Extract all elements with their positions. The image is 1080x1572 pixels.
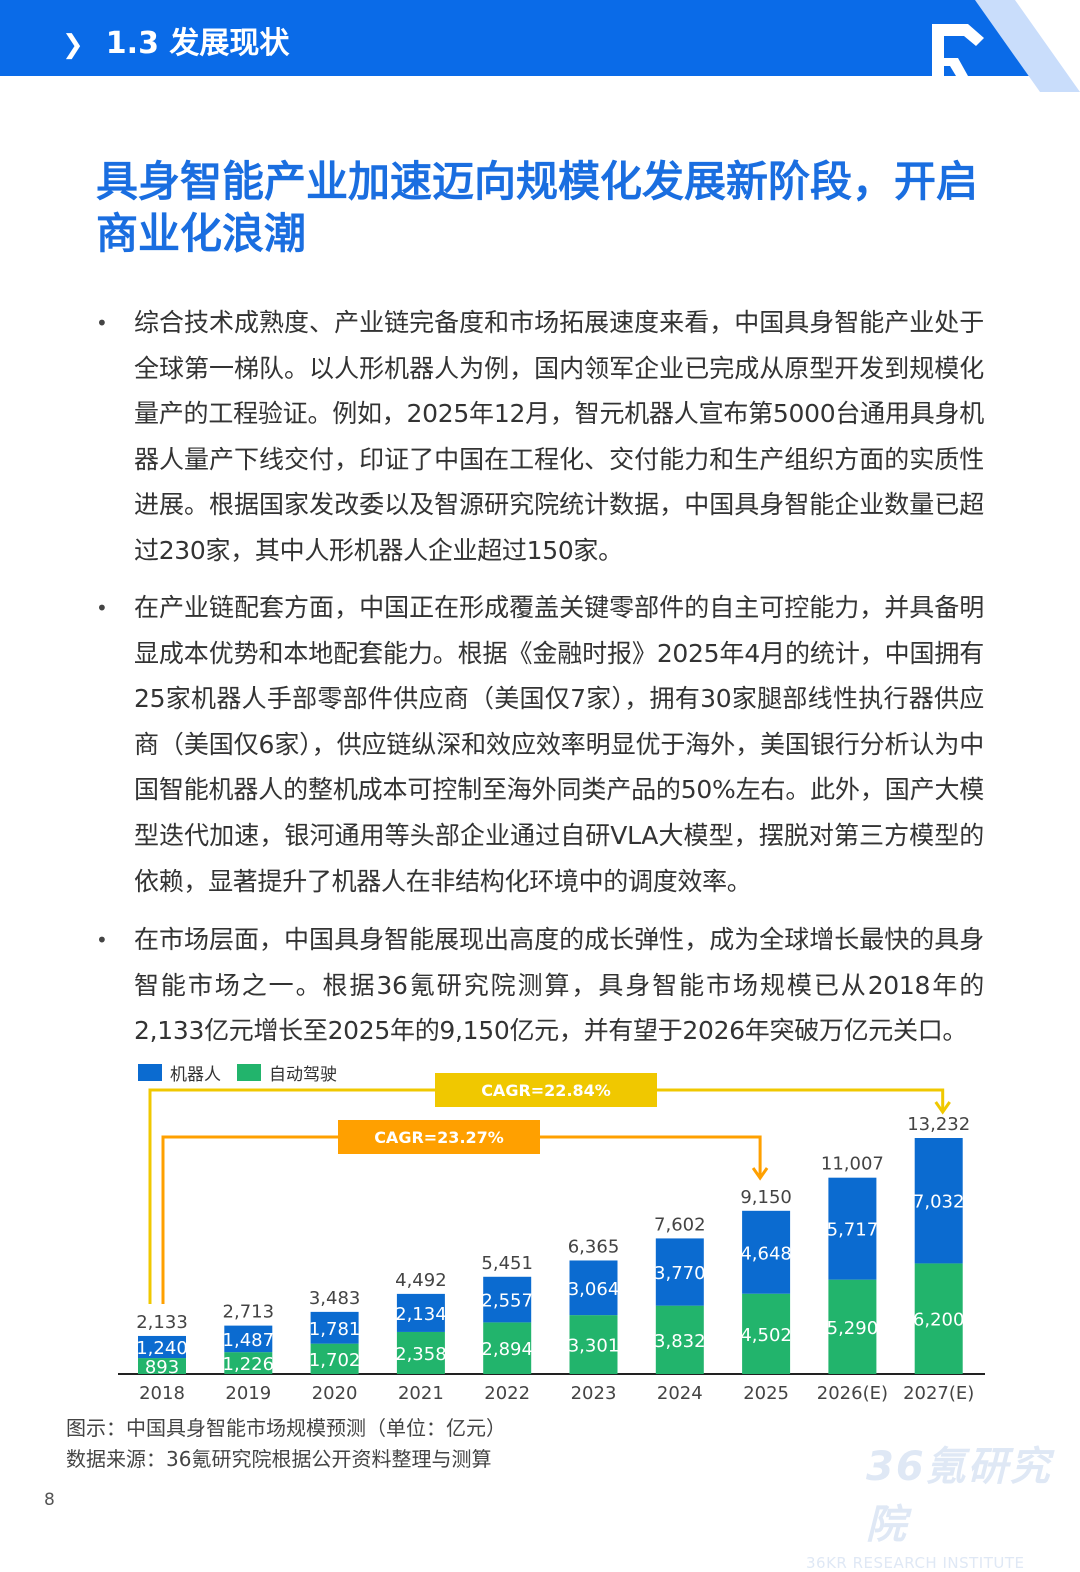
cagr-badge <box>338 1120 540 1154</box>
legend-label: 自动驾驶 <box>269 1065 337 1085</box>
bar-segment <box>655 1238 704 1306</box>
chevron-right-icon: ❯ <box>62 30 84 60</box>
data-label: 3,301 <box>568 1336 620 1357</box>
total-label: 5,451 <box>481 1253 533 1274</box>
data-label: 7,032 <box>913 1192 965 1213</box>
watermark-cn: 36氪研究院 <box>866 1444 1052 1548</box>
bar-segment <box>224 1325 273 1353</box>
watermark: 36氪研究院 36KR RESEARCH INSTITUTE <box>806 1434 1080 1572</box>
arrow-down-icon <box>751 1167 769 1181</box>
x-tick-label: 2022 <box>484 1383 530 1404</box>
x-tick-label: 2023 <box>571 1383 617 1404</box>
chart-caption: 图示：中国具身智能市场规模预测（单位：亿元） <box>66 1416 506 1440</box>
data-label: 893 <box>145 1357 179 1378</box>
bar-segment <box>828 1279 877 1374</box>
section-title: ❯ 1.3 发展现状 <box>62 18 289 62</box>
total-label: 4,492 <box>395 1270 447 1291</box>
data-label: 5,717 <box>827 1220 879 1241</box>
chart-legend: 机器人 自动驾驶 <box>138 1060 353 1085</box>
bullet-icon: • <box>96 928 108 952</box>
data-label: 3,770 <box>654 1263 706 1284</box>
cagr-badge <box>435 1073 657 1107</box>
bar-segment <box>742 1210 791 1294</box>
bar-segment <box>138 1335 186 1359</box>
x-tick-label: 2026(E) <box>817 1383 888 1404</box>
bar-segment <box>828 1177 877 1280</box>
bar-segment <box>224 1352 273 1374</box>
total-label: 13,232 <box>907 1114 970 1135</box>
data-label: 4,648 <box>740 1243 792 1264</box>
data-label: 2,557 <box>481 1291 533 1312</box>
x-tick-label: 2020 <box>312 1383 358 1404</box>
total-label: 9,150 <box>740 1187 792 1208</box>
data-label: 3,064 <box>568 1279 620 1300</box>
bar-segment <box>396 1293 445 1332</box>
bar-segment <box>742 1293 791 1374</box>
data-label: 1,487 <box>223 1330 275 1351</box>
cagr-label: CAGR=22.84% <box>481 1081 611 1100</box>
chart-source: 数据来源：36氪研究院根据公开资料整理与测算 <box>66 1447 492 1471</box>
total-label: 7,602 <box>654 1214 706 1235</box>
data-label: 1,781 <box>309 1319 361 1340</box>
total-label: 2,133 <box>136 1312 188 1333</box>
data-label: 2,894 <box>481 1339 533 1360</box>
bullet-icon: • <box>96 311 108 335</box>
bar-segment <box>914 1263 963 1374</box>
bullet-item: • 在市场层面，中国具身智能展现出高度的成长弹性，成为全球增长最快的具身智能市场之… <box>96 917 996 1054</box>
legend-swatch-robot <box>138 1064 162 1081</box>
bar-segment <box>310 1343 359 1374</box>
data-label: 2,358 <box>395 1344 447 1365</box>
bar-segment <box>138 1358 186 1374</box>
data-label: 1,226 <box>223 1354 275 1375</box>
page-title: 具身智能产业加速迈向规模化发展新阶段，开启商业化浪潮 <box>96 157 979 258</box>
page-header: ❯ 1.3 发展现状 <box>0 0 1080 92</box>
bar-segment <box>655 1305 704 1374</box>
total-label: 11,007 <box>821 1154 884 1175</box>
bar-segment <box>483 1322 532 1374</box>
bar-segment <box>569 1260 618 1316</box>
bullet-text: 在产业链配套方面，中国正在形成覆盖关键零部件的自主可控能力，并具备明显成本优势和… <box>134 593 984 896</box>
bullet-text: 在市场层面，中国具身智能展现出高度的成长弹性，成为全球增长最快的具身智能市场之一… <box>134 925 984 1046</box>
36kr-r-logo <box>932 24 984 76</box>
bar-segment <box>396 1331 445 1374</box>
data-label: 1,702 <box>309 1350 361 1371</box>
page-number: 8 <box>44 1490 55 1510</box>
total-label: 6,365 <box>568 1236 620 1257</box>
bar-segment <box>914 1138 963 1264</box>
bar-segment <box>483 1276 532 1323</box>
bar-segment <box>310 1311 359 1344</box>
data-label: 1,240 <box>136 1338 188 1359</box>
x-tick-label: 2021 <box>398 1383 444 1404</box>
total-label: 2,713 <box>223 1302 275 1323</box>
data-label: 2,134 <box>395 1304 447 1325</box>
bullet-item: • 综合技术成熟度、产业链完备度和市场拓展速度来看，中国具身智能产业处于全球第一梯… <box>96 300 996 574</box>
x-tick-label: 2025 <box>743 1383 789 1404</box>
bullet-item: • 在产业链配套方面，中国正在形成覆盖关键零部件的自主可控能力，并具备明显成本优势… <box>96 585 996 904</box>
data-label: 6,200 <box>913 1310 965 1331</box>
watermark-en: 36KR RESEARCH INSTITUTE <box>806 1554 1025 1572</box>
legend-label: 机器人 <box>170 1065 221 1085</box>
total-label: 3,483 <box>309 1288 361 1309</box>
section-label: 1.3 发展现状 <box>105 26 290 61</box>
legend-swatch-autodrive <box>237 1064 261 1081</box>
data-label: 5,290 <box>827 1318 879 1339</box>
bullet-icon: • <box>96 596 108 620</box>
cagr-line <box>148 1088 945 1304</box>
header-bar <box>0 0 1036 76</box>
cagr-label: CAGR=23.27% <box>374 1128 504 1147</box>
arrow-down-icon <box>934 1101 951 1115</box>
x-tick-label: 2018 <box>139 1383 185 1404</box>
data-label: 4,502 <box>740 1325 792 1346</box>
data-label: 3,832 <box>654 1331 706 1352</box>
bar-segment <box>569 1315 618 1374</box>
x-tick-label: 2024 <box>657 1383 703 1404</box>
x-tick-label: 2019 <box>225 1383 271 1404</box>
x-tick-label: 2027(E) <box>903 1383 974 1404</box>
bullet-text: 综合技术成熟度、产业链完备度和市场拓展速度来看，中国具身智能产业处于全球第一梯队… <box>134 308 984 565</box>
